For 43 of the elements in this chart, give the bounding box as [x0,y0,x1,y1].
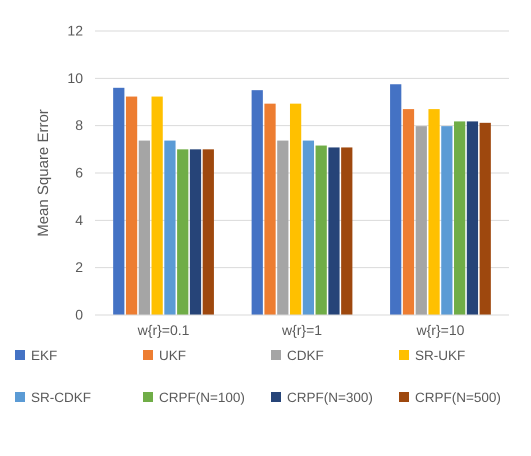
y-tick-label: 0 [75,306,84,322]
bar [164,140,176,315]
legend-label: CRPF(N=100) [159,390,245,405]
bar [190,149,202,315]
bar [316,146,327,315]
bar [390,84,402,315]
legend-label: SR-UKF [415,348,466,363]
bar [138,140,150,315]
bar [441,126,452,315]
x-tick-label: w{r}=0.1 [136,322,190,338]
bar [152,96,163,315]
y-tick-label: 12 [67,22,84,38]
bar [466,121,478,315]
bar [126,96,138,315]
y-axis-title: Mean Square Error [35,109,52,237]
legend-label: SR-CDKF [31,390,91,405]
y-tick-label: 4 [75,212,84,228]
bar [428,109,440,315]
bar [302,140,314,315]
legend-label: CRPF(N=300) [287,390,373,405]
bar [202,149,214,315]
y-tick-label: 6 [75,164,84,180]
legend-label: CRPF(N=500) [415,390,501,405]
bar [454,121,466,315]
bar [277,140,288,315]
bar [328,147,340,315]
y-tick-label: 8 [75,117,84,134]
legend-label: EKF [31,348,58,363]
bar [177,149,188,315]
legend-label: CDKF [287,348,324,363]
bar [264,104,276,315]
bar [341,147,352,315]
bar [290,104,302,315]
y-tick-label: 2 [75,259,84,276]
bar [252,90,263,315]
x-tick-label: w{r}=1 [280,322,322,338]
x-tick-label: w{r}=10 [416,322,465,338]
bar [480,122,491,315]
y-tick-label: 10 [67,70,84,86]
bar [416,126,427,315]
bar [402,109,414,315]
legend-label: UKF [159,348,186,363]
bar [113,88,124,315]
